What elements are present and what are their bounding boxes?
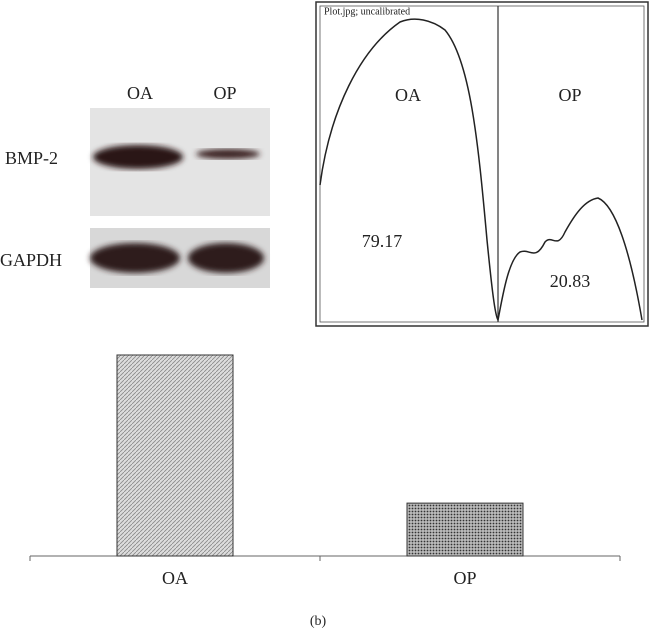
bar <box>116 354 234 557</box>
caption: (b) <box>310 614 327 629</box>
x-tick-label: OP <box>453 568 476 588</box>
area-label: 20.83 <box>550 271 591 291</box>
lane-label: OP <box>558 85 581 105</box>
band-label: GAPDH <box>0 250 62 270</box>
lane-label: OA <box>395 85 421 105</box>
band-label: BMP-2 <box>5 148 58 168</box>
densitometry-plot: Plot.jpg; uncalibrated OA OP 79.17 20.83 <box>315 1 649 327</box>
density-curve <box>319 18 643 323</box>
band <box>90 243 180 273</box>
bar <box>406 502 524 557</box>
plot-title: Plot.jpg; uncalibrated <box>324 6 410 17</box>
bar-chart: OA OP <box>29 354 621 588</box>
western-blot: OA OP BMP-2 GAPDH <box>0 83 270 288</box>
lane-label: OA <box>127 83 153 103</box>
area-label: 79.17 <box>362 231 403 251</box>
plot-frame <box>319 5 645 323</box>
plot-frame <box>315 1 649 327</box>
x-tick-label: OA <box>162 568 188 588</box>
lane-label: OP <box>213 83 236 103</box>
band <box>196 149 260 159</box>
band <box>93 145 183 169</box>
band <box>188 243 264 273</box>
